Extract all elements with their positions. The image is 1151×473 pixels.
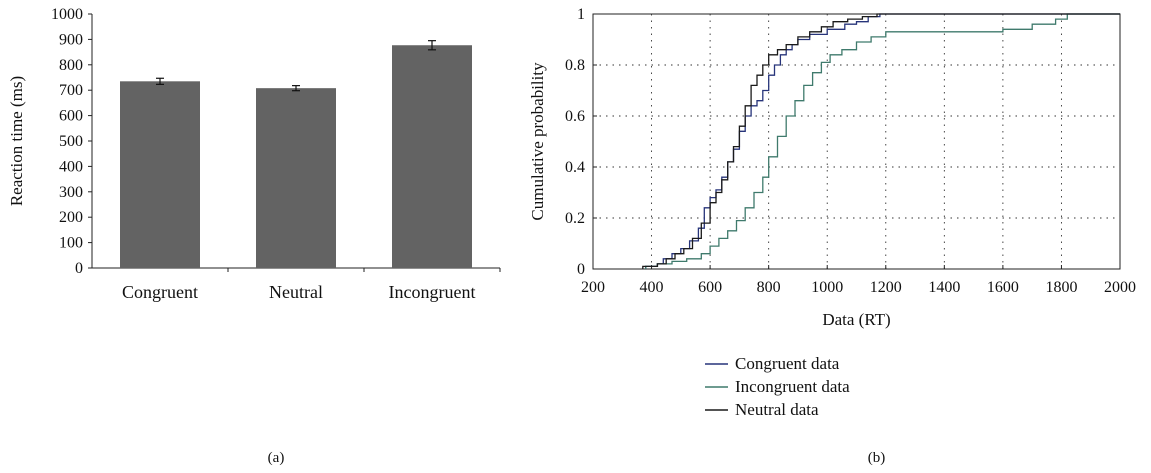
bar-chart-error-bars <box>156 40 436 92</box>
cdf-series-line <box>642 13 1120 269</box>
bar-chart-y-tick-label: 500 <box>59 133 83 150</box>
bar-chart-panel: 0 100 200 300 400 500 600 700 800 900 1000 Congrue… <box>7 6 501 466</box>
panel-b-label: (b) <box>868 450 886 466</box>
cdf-chart-x-tick-label: 1800 <box>1045 279 1077 296</box>
cdf-chart-panel: 200 400 600 800 1000 1200 1400 1600 1800 2000 0 0.… <box>528 6 1136 466</box>
bar-chart-y-tick-label: 700 <box>59 82 83 99</box>
bar-chart-bars <box>120 45 472 268</box>
bar <box>392 45 472 268</box>
cdf-chart-y-tick-label: 1 <box>577 6 585 23</box>
bar-chart-y-tick-label: 100 <box>59 235 83 252</box>
cdf-chart-y-axis-label: Cumulative probability <box>528 62 547 221</box>
bar-chart-y-tick-label: 300 <box>59 184 83 201</box>
cdf-chart-legend: Congruent data Incongruent data Neutral da… <box>705 354 850 419</box>
cdf-chart-x-tick-label: 1200 <box>870 279 902 296</box>
cdf-series-line <box>645 13 1120 269</box>
cdf-chart-grid <box>593 14 1120 269</box>
panel-a-label: (a) <box>268 450 285 466</box>
cdf-chart-y-tick-label: 0.4 <box>565 159 585 176</box>
bar-chart-y-tick-label: 800 <box>59 57 83 74</box>
cdf-chart-x-tick-label: 600 <box>698 279 722 296</box>
bar-chart-y-tick-label: 400 <box>59 158 83 175</box>
cdf-chart-x-tick-label: 800 <box>757 279 781 296</box>
cdf-chart-x-tick-label: 2000 <box>1104 279 1136 296</box>
bar <box>120 81 200 268</box>
cdf-chart-x-tick-label: 200 <box>581 279 605 296</box>
cdf-chart-y-tick-label: 0.8 <box>565 57 585 74</box>
cdf-chart-x-ticks: 200 400 600 800 1000 1200 1400 1600 1800 2000 <box>581 265 1136 296</box>
bar-chart-category-label: Neutral <box>269 282 323 302</box>
cdf-series-line <box>645 13 1120 269</box>
bar-chart-categories: Congruent Neutral Incongruent <box>122 282 475 302</box>
cdf-chart-y-tick-label: 0 <box>577 261 585 278</box>
cdf-chart-x-tick-label: 1600 <box>987 279 1019 296</box>
cdf-chart-x-tick-label: 1400 <box>928 279 960 296</box>
legend-label: Neutral data <box>735 400 819 419</box>
cdf-chart-border <box>592 13 1121 270</box>
bar-chart-y-ticks: 0 100 200 300 400 500 600 700 800 900 1000 <box>51 6 92 277</box>
cdf-chart-x-tick-label: 1000 <box>811 279 843 296</box>
cdf-chart-frame <box>592 13 1121 270</box>
legend-label: Congruent data <box>735 354 840 373</box>
legend-label: Incongruent data <box>735 377 850 396</box>
cdf-chart-y-tick-label: 0.2 <box>565 210 585 227</box>
bar-chart-y-axis-label: Reaction time (ms) <box>7 76 26 206</box>
cdf-chart-x-axis-label: Data (RT) <box>822 310 890 329</box>
cdf-chart-y-ticks: 0 0.2 0.4 0.6 0.8 1 <box>565 6 597 278</box>
bar-chart-y-tick-label: 1000 <box>51 6 83 23</box>
bar-chart-category-label: Congruent <box>122 282 198 302</box>
bar-chart-y-tick-label: 600 <box>59 108 83 125</box>
bar <box>256 88 336 268</box>
cdf-chart-series <box>642 13 1120 269</box>
bar-chart-y-tick-label: 0 <box>75 260 83 277</box>
bar-chart-y-tick-label: 200 <box>59 209 83 226</box>
bar-chart-category-label: Incongruent <box>389 282 476 302</box>
cdf-chart-y-tick-label: 0.6 <box>565 108 585 125</box>
bar-chart-y-tick-label: 900 <box>59 31 83 48</box>
cdf-chart-x-tick-label: 400 <box>640 279 664 296</box>
